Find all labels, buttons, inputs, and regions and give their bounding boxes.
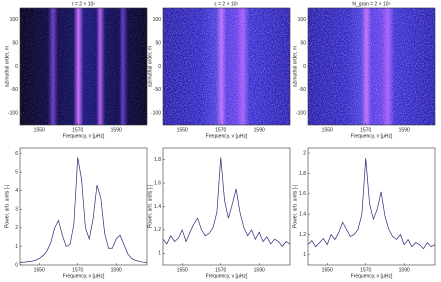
y-tick-label: 1.6 bbox=[154, 180, 161, 186]
x-axis-label: Frequency, ν [μHz] bbox=[206, 133, 248, 139]
y-tick-label: 2 bbox=[15, 225, 18, 231]
y-tick-label: 4 bbox=[15, 188, 18, 194]
x-tick-label: 1570 bbox=[215, 267, 226, 273]
y-axis-label: Power, arb. units [-] bbox=[147, 184, 153, 228]
x-axis-label: Frequency, ν [μHz] bbox=[206, 273, 248, 279]
x-tick-label: 1550 bbox=[177, 267, 188, 273]
x-tick-label: 1570 bbox=[72, 267, 83, 273]
y-tick-label: -50 bbox=[11, 87, 18, 93]
plot-frame bbox=[19, 147, 148, 266]
y-tick-label: -100 bbox=[8, 111, 18, 117]
power-line bbox=[162, 157, 291, 247]
y-tick-label: 1.8 bbox=[299, 171, 306, 177]
y-tick-label: -50 bbox=[154, 87, 161, 93]
y-tick-label: 1.4 bbox=[299, 211, 306, 217]
spectrogram-noise bbox=[163, 8, 290, 125]
y-tick-label: -50 bbox=[299, 87, 306, 93]
y-tick-label: 5 bbox=[15, 169, 18, 175]
x-tick-label: 1570 bbox=[72, 127, 83, 133]
y-tick-label: 1 bbox=[158, 251, 161, 257]
x-tick-label: 1590 bbox=[399, 267, 410, 273]
y-tick-label: 50 bbox=[300, 40, 306, 46]
y-tick-label: 1.6 bbox=[299, 191, 306, 197]
x-tick-label: 1590 bbox=[111, 267, 122, 273]
y-tick-label: 0 bbox=[15, 64, 18, 70]
y-tick-label: 50 bbox=[12, 40, 18, 46]
y-tick-label: 100 bbox=[153, 17, 162, 23]
y-tick-label: 1 bbox=[303, 252, 306, 258]
x-tick-label: 1550 bbox=[177, 127, 188, 133]
plot-frame bbox=[162, 147, 291, 266]
plot-frame bbox=[19, 7, 148, 126]
x-tick-label: 1590 bbox=[111, 127, 122, 133]
y-axis-label: Power, arb. units [-] bbox=[292, 184, 298, 228]
x-axis-label: Frequency, ν [μHz] bbox=[63, 273, 105, 279]
y-tick-label: 50 bbox=[155, 40, 161, 46]
plot-frame bbox=[307, 147, 436, 266]
y-tick-label: 0 bbox=[158, 64, 161, 70]
y-tick-label: 3 bbox=[15, 207, 18, 213]
y-tick-label: 0 bbox=[15, 262, 18, 268]
panel-title: ε = 2 × 10⁵ bbox=[214, 1, 238, 7]
spectrogram-noise bbox=[308, 8, 435, 125]
x-tick-label: 1570 bbox=[360, 127, 371, 133]
y-tick-label: 100 bbox=[10, 17, 19, 23]
plot-frame bbox=[307, 7, 436, 126]
x-tick-label: 1570 bbox=[215, 127, 226, 133]
panel-title: N_gran = 2 × 10⁵ bbox=[352, 1, 390, 7]
x-tick-label: 1550 bbox=[34, 267, 45, 273]
y-tick-label: 1.8 bbox=[154, 157, 161, 163]
y-axis-label: Power, arb. units [-] bbox=[4, 184, 10, 228]
y-axis-label: azimuthal order, m bbox=[4, 46, 10, 87]
x-axis-label: Frequency, ν [μHz] bbox=[351, 133, 393, 139]
y-tick-label: 1 bbox=[15, 244, 18, 250]
y-tick-label: 2 bbox=[303, 150, 306, 156]
x-tick-label: 1550 bbox=[322, 267, 333, 273]
y-tick-label: -100 bbox=[296, 111, 306, 117]
y-tick-label: 1.4 bbox=[154, 204, 161, 210]
y-tick-label: 0 bbox=[303, 64, 306, 70]
plot-frame bbox=[162, 7, 291, 126]
x-axis-label: Frequency, ν [μHz] bbox=[351, 273, 393, 279]
x-tick-label: 1550 bbox=[322, 127, 333, 133]
y-tick-label: 1.2 bbox=[299, 232, 306, 238]
y-axis-label: azimuthal order, m bbox=[292, 46, 298, 87]
x-tick-label: 1590 bbox=[399, 127, 410, 133]
x-tick-label: 1590 bbox=[254, 127, 265, 133]
y-tick-label: -100 bbox=[151, 111, 161, 117]
power-line bbox=[20, 157, 148, 264]
x-axis-label: Frequency, ν [μHz] bbox=[63, 133, 105, 139]
panel-title: τ = 2 × 10⁵ bbox=[72, 1, 96, 7]
power-line bbox=[307, 158, 436, 250]
x-tick-label: 1590 bbox=[254, 267, 265, 273]
y-axis-label: azimuthal order, m bbox=[147, 46, 153, 87]
x-tick-label: 1550 bbox=[34, 127, 45, 133]
x-tick-label: 1570 bbox=[360, 267, 371, 273]
y-tick-label: 100 bbox=[298, 17, 307, 23]
spectrogram-noise bbox=[20, 8, 147, 125]
y-tick-label: 1.2 bbox=[154, 227, 161, 233]
y-tick-label: 6 bbox=[15, 151, 18, 157]
